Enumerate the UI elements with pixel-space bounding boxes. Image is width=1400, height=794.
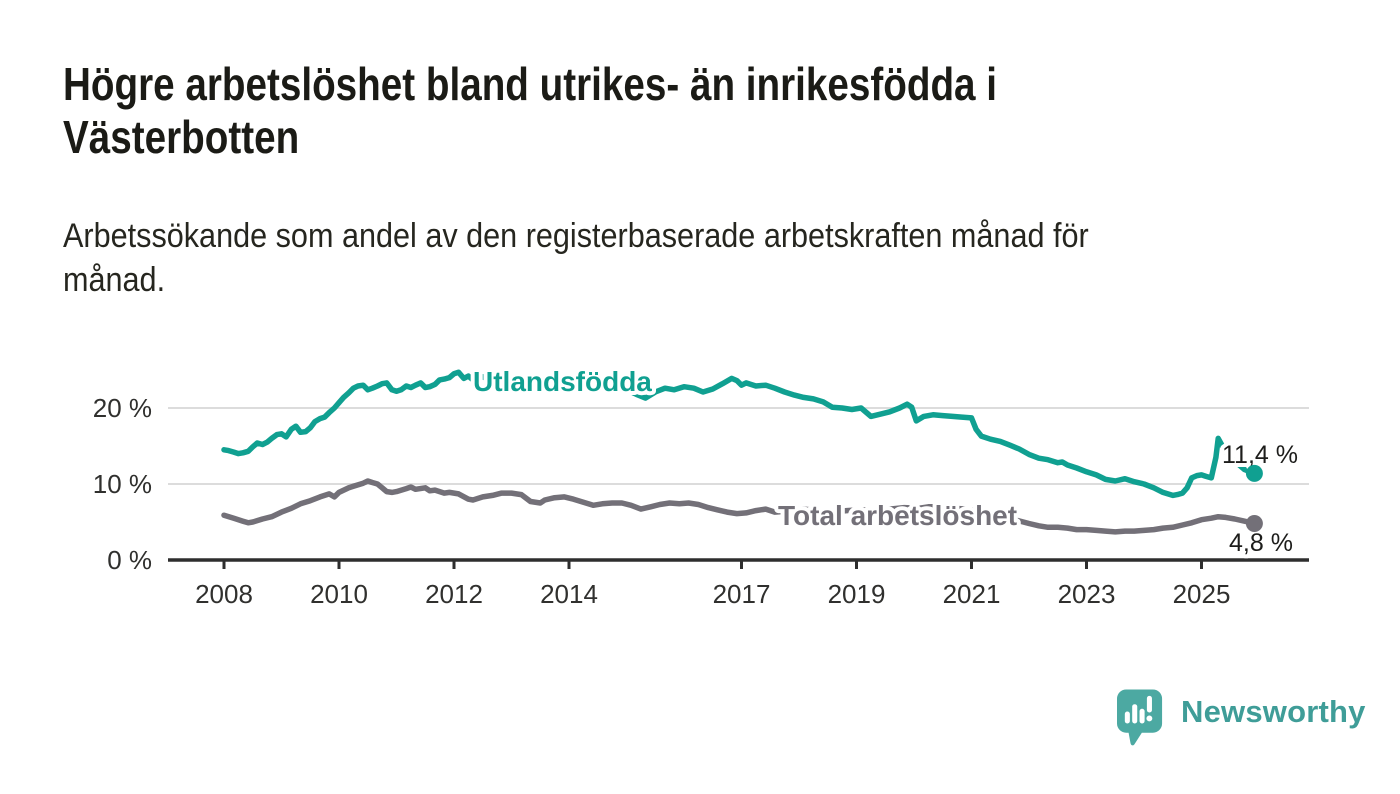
subtitle-line-1: Arbetssökande som andel av den registerb… [63,217,1089,255]
x-axis-tick-label: 2010 [310,579,368,609]
page-title: Högre arbetslöshet bland utrikes- än inr… [63,58,997,164]
series-end-dot-utlandsf-dda [1245,464,1263,482]
series-line-utlandsf-dda [221,369,1258,499]
x-axis-tick-label: 2021 [943,579,1001,609]
x-axis-tick-label: 2023 [1058,579,1116,609]
title-line-2: Västerbotten [63,111,300,163]
x-axis-tick-label: 2025 [1173,579,1231,609]
logo-bar-1 [1124,711,1130,724]
x-axis-tick-label: 2008 [195,579,253,609]
brand-name: Newsworthy [1181,694,1366,729]
logo-bar-2 [1132,704,1138,724]
logo-exclamation-dot [1146,715,1153,722]
header: Högre arbetslöshet bland utrikes- än inr… [63,58,1175,164]
series-label-total-arbetsl-shet: Total arbetslöshet [778,500,1017,531]
title-line-1: Högre arbetslöshet bland utrikes- än inr… [63,58,998,110]
logo-exclamation-stroke [1146,695,1152,713]
x-axis-tick-label: 2012 [425,579,483,609]
series-label-utlandsf-dda: Utlandsfödda [473,366,652,397]
y-axis-tick-label: 20 % [93,393,152,423]
brand-footer: Newsworthy [1117,688,1366,748]
series-line-total-arbetsl-shet [221,478,1258,535]
x-axis-tick-label: 2014 [540,579,598,609]
series-end-dot-total-arbetsl-shet [1245,515,1263,532]
y-axis-tick-label: 10 % [93,469,152,499]
x-axis-tick-label: 2019 [828,579,886,609]
x-axis-tick-label: 2017 [713,579,771,609]
end-value-label-total-arbetsl-shet: 4,8 % [1229,529,1293,557]
subtitle-line-2: månad. [63,261,166,299]
y-axis-tick-label: 0 % [107,545,152,575]
newsworthy-logo-icon [1117,689,1163,746]
chart-subtitle: Arbetssökande som andel av den registerb… [63,214,1089,302]
end-value-label-utlandsf-dda: 11,4 % [1222,441,1298,469]
logo-bar-3 [1139,708,1145,724]
